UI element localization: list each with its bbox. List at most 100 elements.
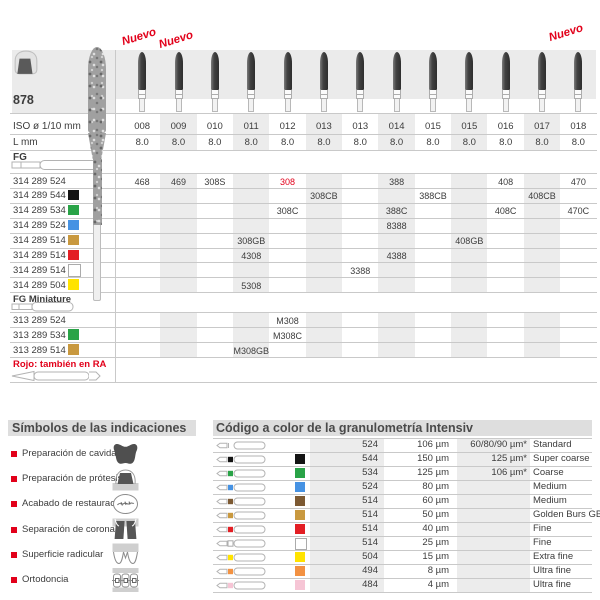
grid-line (10, 382, 597, 383)
grid-line (10, 173, 597, 174)
grit-row-line (213, 494, 592, 495)
length-value: 8.0 (135, 137, 149, 148)
bur-shank (248, 99, 255, 112)
root-surface-icon (112, 543, 139, 567)
iso-row-label: ISO ø 1/10 mm (13, 121, 81, 132)
length-value: 8.0 (280, 137, 295, 148)
bur-ref-cell: 388C (385, 206, 408, 217)
grit-row-line (213, 564, 592, 565)
column-shade-band (378, 173, 415, 292)
bur-photo (138, 52, 147, 112)
column-shade-band (378, 312, 415, 357)
family-code: 878 (13, 93, 34, 107)
grit-name: Extra fine (533, 551, 574, 562)
grit-code: 514 (362, 495, 378, 506)
bur-head (356, 52, 365, 90)
bur-ref-cell: M308 (276, 315, 299, 326)
length-value: 8.0 (171, 137, 186, 148)
grit-color-swatch-green (68, 329, 79, 340)
column-shade-band (451, 173, 488, 292)
grid-line (10, 202, 597, 204)
bur-ref-cell: 308S (204, 176, 226, 187)
grit-name: Ultra fine (533, 565, 572, 576)
iso-diameter-value: 018 (570, 121, 587, 132)
length-value: 8.0 (390, 137, 404, 148)
grit-name: Fine (533, 523, 552, 534)
grit-name: Standard (533, 439, 572, 450)
grit-row-line (213, 550, 592, 551)
grit-name: Medium (533, 495, 567, 506)
grit-code: 494 (362, 565, 378, 576)
grit-bur-icon (215, 538, 267, 549)
grit-size: 125 µm (417, 467, 449, 478)
iso-diameter-value: 012 (279, 121, 296, 132)
grit-name: Ultra fine (533, 579, 572, 590)
bur-head (428, 52, 437, 90)
grit-color-swatch-gold (295, 510, 305, 520)
iso-diameter-value: 013 (315, 121, 332, 132)
new-product-flag: Nuevo (157, 29, 195, 51)
grid-line (10, 357, 597, 358)
column-shade-band (305, 173, 343, 292)
grit-color-swatch-red (68, 249, 79, 260)
grit-size: 80 µm (422, 481, 449, 492)
restoration-finishing-icon (112, 492, 139, 516)
bur-neck (247, 90, 256, 99)
column-shade-band (233, 114, 270, 150)
bur-neck (465, 90, 474, 99)
grit-row-line (213, 466, 592, 467)
indication-bullet (11, 526, 17, 533)
bur-ref-cell: 5308 (241, 280, 262, 291)
indication-label: Preparación de prótesis (22, 473, 123, 485)
grit-row-line (213, 578, 592, 579)
indication-label: Superficie radicular (22, 548, 104, 560)
grit-code: 484 (362, 579, 378, 590)
grit-size: 150 µm (417, 453, 449, 464)
grid-line (10, 150, 597, 151)
grit-row-line (213, 592, 592, 593)
grit-bur-icon (215, 580, 267, 591)
grit-bur-icon (215, 510, 267, 521)
bur-head (210, 52, 219, 90)
bur-photo (174, 52, 183, 112)
bur-photo (247, 52, 256, 112)
bur-shank (466, 99, 473, 112)
bur-neck (283, 90, 292, 99)
bur-ref-cell: 408 (498, 176, 514, 187)
grit-code: 544 (362, 453, 378, 464)
grit-size: 40 µm (422, 523, 449, 534)
bur-shank (429, 99, 436, 112)
grit-color-swatch-orange (295, 566, 305, 576)
bur-photo (283, 52, 292, 112)
grit-bur-icon (215, 454, 267, 465)
bur-ref-cell: 388CB (419, 191, 447, 202)
grit-code-column-band (310, 438, 384, 592)
bur-shank (539, 99, 546, 112)
bur-head (465, 52, 474, 90)
length-value: 8.0 (571, 137, 585, 148)
grid-line (10, 262, 597, 264)
fg-miniature-section-label: FG Miniature (13, 294, 72, 305)
grit-color-swatch-brown (295, 496, 305, 506)
column-shade-band (160, 173, 197, 292)
grit-row-line (213, 536, 592, 537)
fg-miniature-order-code: 313 289 524 (13, 314, 66, 326)
grid-line (10, 217, 597, 219)
bur-neck (428, 90, 437, 99)
fg-order-code: 314 289 504 (13, 279, 66, 291)
fg-order-code: 314 289 514 (13, 250, 66, 261)
bur-ref-cell: 308GB (237, 236, 266, 247)
grit-size: 25 µm (422, 537, 449, 548)
iso-diameter-value: 013 (352, 121, 369, 132)
grit-bur-icon (215, 440, 267, 451)
bur-ref-cell: M308C (273, 330, 303, 341)
bur-head (392, 52, 401, 90)
bur-ref-cell: 408GB (455, 236, 484, 247)
grid-line (10, 113, 597, 114)
indication-label: Separación de coronas (22, 523, 120, 535)
length-value: 8.0 (426, 137, 440, 148)
grit-color-swatch-black (295, 454, 305, 464)
crown-separation-icon (112, 518, 139, 542)
grit-color-swatch-green (68, 204, 79, 216)
